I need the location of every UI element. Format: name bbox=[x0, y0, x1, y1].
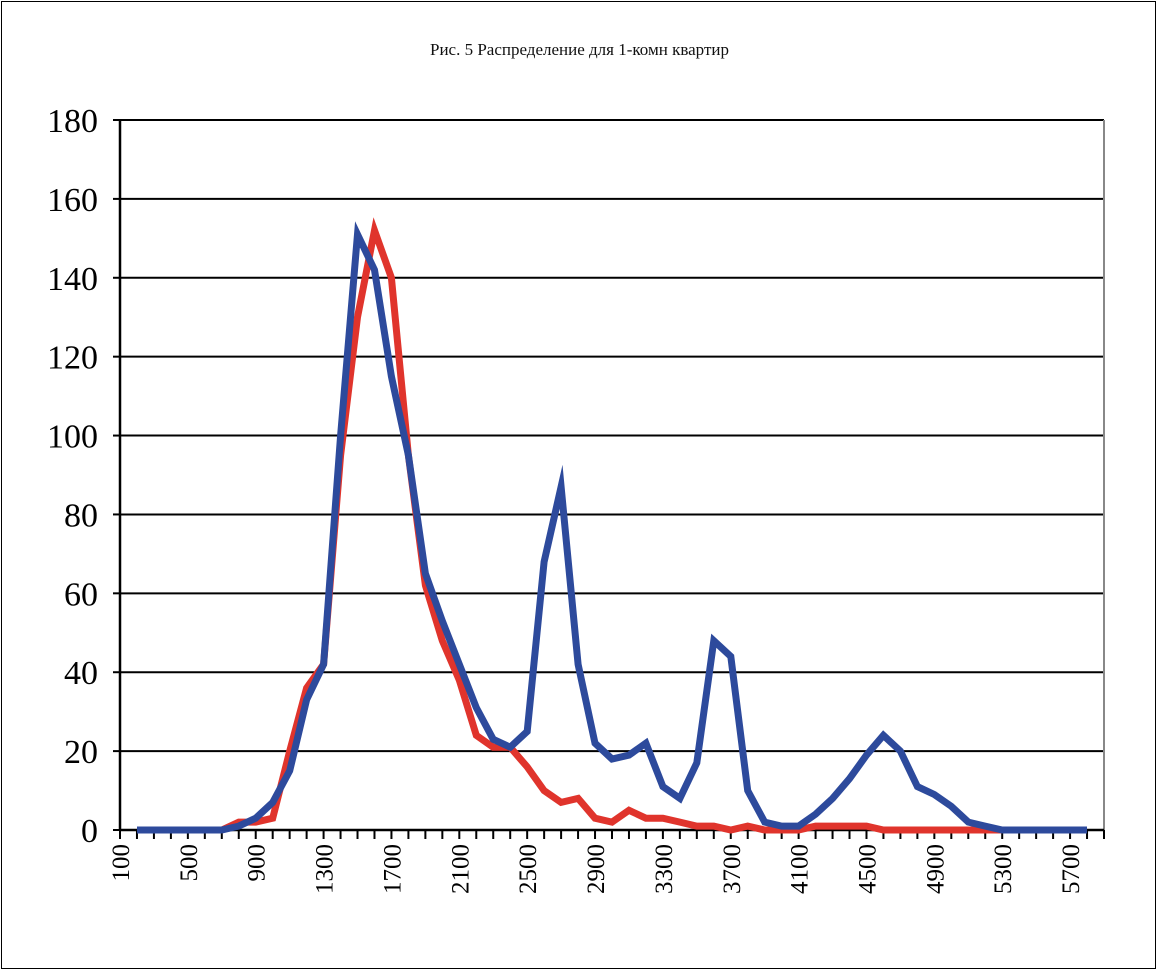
x-tick-label: 4100 bbox=[787, 844, 814, 894]
x-tick-label: 5700 bbox=[1058, 844, 1085, 894]
x-tick-label: 4900 bbox=[922, 844, 949, 894]
y-tick-label: 20 bbox=[64, 734, 98, 771]
series-line-1 bbox=[137, 217, 1087, 834]
y-tick-label: 160 bbox=[47, 182, 98, 219]
x-tick-label: 3300 bbox=[651, 844, 678, 894]
y-tick-labels: 0 20 40 60 80 100 120 140 160 180 bbox=[47, 103, 98, 850]
x-tick-label: 900 bbox=[244, 844, 271, 882]
x-tick-label: 500 bbox=[176, 844, 203, 882]
series-line-2 bbox=[137, 221, 1087, 834]
x-tick-labels: 100 500 900 1300 1700 2100 2500 2900 3300 3700 410… bbox=[108, 844, 1085, 894]
x-tick-label: 2500 bbox=[515, 844, 542, 894]
x-tick-label: 1300 bbox=[312, 844, 339, 894]
series-lines bbox=[137, 217, 1087, 834]
y-tick-label: 40 bbox=[64, 655, 98, 692]
y-tick-label: 0 bbox=[81, 813, 98, 850]
x-tick-label: 4500 bbox=[854, 844, 881, 894]
x-tick-label: 2100 bbox=[447, 844, 474, 894]
x-tick-label: 100 bbox=[108, 844, 135, 882]
x-tick-label: 3700 bbox=[719, 844, 746, 894]
y-tick-label: 140 bbox=[47, 261, 98, 298]
y-tick-label: 60 bbox=[64, 576, 98, 613]
y-tick-label: 100 bbox=[47, 419, 98, 456]
x-tick-label: 1700 bbox=[379, 844, 406, 894]
y-tick-label: 180 bbox=[47, 103, 98, 140]
x-tick-label: 2900 bbox=[583, 844, 610, 894]
gridlines bbox=[120, 119, 1104, 753]
y-tick-label: 80 bbox=[64, 497, 98, 534]
y-tick-label: 120 bbox=[47, 340, 98, 377]
x-tick-label: 5300 bbox=[990, 844, 1017, 894]
chart-title: Рис. 5 Распределение для 1-комн квартир bbox=[430, 40, 729, 59]
axes bbox=[113, 119, 1105, 839]
